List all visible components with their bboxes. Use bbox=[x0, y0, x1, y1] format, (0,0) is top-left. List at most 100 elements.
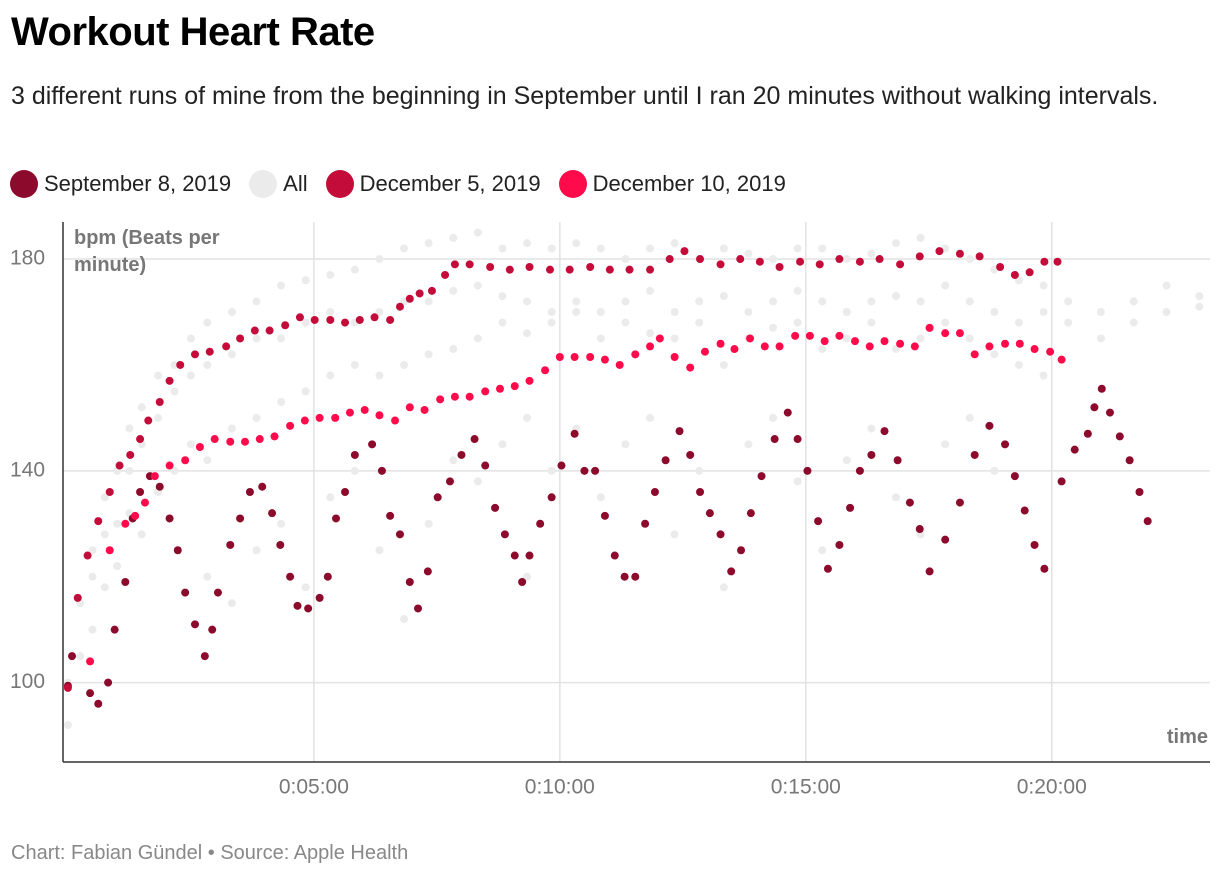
point bbox=[1143, 517, 1152, 526]
point bbox=[255, 435, 264, 444]
point bbox=[555, 353, 564, 361]
point bbox=[457, 450, 466, 459]
legend-item[interactable]: December 5, 2019 bbox=[325, 170, 541, 198]
point bbox=[405, 403, 414, 412]
point bbox=[270, 432, 279, 441]
point bbox=[875, 255, 884, 264]
legend-item[interactable]: December 10, 2019 bbox=[558, 170, 786, 198]
point bbox=[1010, 472, 1019, 481]
point bbox=[173, 546, 182, 555]
point bbox=[1096, 334, 1105, 343]
point bbox=[326, 315, 335, 324]
point bbox=[449, 233, 458, 242]
point bbox=[941, 535, 950, 544]
point bbox=[1030, 345, 1039, 354]
point bbox=[719, 583, 728, 592]
point bbox=[744, 308, 753, 316]
point bbox=[547, 244, 556, 253]
point bbox=[86, 689, 95, 698]
y-axis-label: bpm (Beats per minute) bbox=[74, 227, 220, 276]
point bbox=[941, 318, 950, 327]
point bbox=[525, 263, 534, 271]
y-tick-label: 140 bbox=[10, 458, 45, 481]
point bbox=[1001, 440, 1010, 449]
point bbox=[326, 493, 335, 502]
point bbox=[985, 421, 994, 430]
legend-item[interactable]: All bbox=[249, 170, 308, 198]
point bbox=[523, 413, 532, 422]
point bbox=[400, 360, 409, 369]
point bbox=[793, 286, 802, 295]
point bbox=[88, 572, 97, 581]
point bbox=[793, 435, 802, 444]
point bbox=[424, 350, 433, 359]
point bbox=[621, 297, 630, 306]
point bbox=[823, 564, 832, 573]
point bbox=[510, 382, 519, 391]
point bbox=[835, 331, 844, 340]
point bbox=[277, 334, 286, 343]
point bbox=[1083, 429, 1092, 438]
point bbox=[170, 360, 179, 369]
point bbox=[281, 321, 290, 330]
point bbox=[867, 249, 876, 258]
point bbox=[423, 567, 432, 576]
point bbox=[769, 255, 778, 264]
point bbox=[414, 604, 423, 613]
point bbox=[105, 488, 114, 496]
point bbox=[620, 572, 629, 581]
legend-label: December 10, 2019 bbox=[592, 171, 786, 196]
point bbox=[473, 228, 482, 237]
point bbox=[523, 297, 532, 306]
point bbox=[186, 334, 195, 343]
point bbox=[696, 255, 705, 264]
point bbox=[505, 265, 514, 274]
legend-item[interactable]: September 8, 2019 bbox=[10, 170, 231, 198]
point bbox=[680, 247, 689, 256]
point bbox=[719, 244, 728, 253]
point bbox=[835, 540, 844, 549]
point bbox=[236, 514, 245, 523]
point bbox=[791, 331, 800, 340]
point bbox=[965, 413, 974, 422]
point bbox=[670, 530, 679, 539]
point bbox=[104, 678, 113, 687]
point bbox=[547, 318, 556, 327]
point bbox=[646, 244, 655, 253]
point bbox=[1040, 564, 1049, 573]
point bbox=[323, 572, 332, 581]
point bbox=[227, 599, 236, 608]
point bbox=[1001, 339, 1010, 348]
point bbox=[465, 392, 474, 401]
point bbox=[252, 334, 261, 343]
point bbox=[572, 308, 581, 316]
point bbox=[250, 326, 259, 335]
point bbox=[1040, 257, 1049, 266]
point bbox=[473, 281, 482, 290]
point bbox=[181, 588, 190, 597]
point bbox=[646, 329, 655, 338]
point bbox=[326, 308, 335, 316]
point bbox=[596, 334, 605, 343]
point bbox=[1015, 339, 1024, 348]
point bbox=[341, 488, 350, 496]
point bbox=[570, 429, 579, 438]
point bbox=[896, 260, 905, 269]
point bbox=[63, 683, 72, 692]
point bbox=[570, 353, 579, 361]
point bbox=[155, 482, 164, 491]
point bbox=[500, 530, 509, 539]
point bbox=[301, 583, 310, 592]
point bbox=[596, 244, 605, 253]
point bbox=[203, 456, 212, 465]
point bbox=[695, 318, 704, 327]
point bbox=[73, 593, 82, 602]
point bbox=[449, 345, 458, 354]
point bbox=[842, 255, 851, 264]
point bbox=[610, 551, 619, 560]
point bbox=[525, 551, 534, 560]
point bbox=[427, 286, 436, 295]
legend: September 8, 2019 All December 5, 2019 Dece… bbox=[10, 170, 786, 198]
point bbox=[803, 466, 812, 475]
point bbox=[1096, 308, 1105, 316]
